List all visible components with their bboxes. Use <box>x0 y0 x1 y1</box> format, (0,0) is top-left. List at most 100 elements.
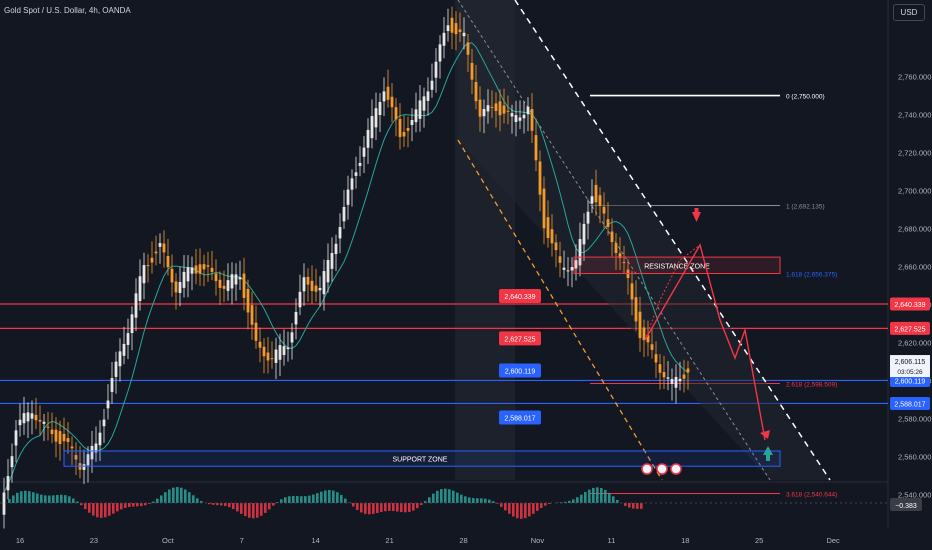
candle-body <box>194 265 198 274</box>
oscillator-bar <box>20 491 23 503</box>
event-flag-icon[interactable] <box>656 463 668 475</box>
candle-body <box>538 161 542 195</box>
oscillator-bar <box>316 493 319 503</box>
candle-body <box>610 231 614 243</box>
candle-body <box>602 206 606 214</box>
oscillator-bar <box>336 492 339 503</box>
oscillator-bar <box>88 503 91 513</box>
candle-body <box>662 372 666 378</box>
x-tick-label: 7 <box>240 536 244 545</box>
currency-button[interactable]: USD <box>893 4 925 21</box>
axis-level-label: 2,588.017 <box>894 401 925 408</box>
x-tick-label: Dec <box>826 536 840 545</box>
oscillator-bar <box>420 503 423 505</box>
oscillator-bar <box>512 503 515 517</box>
chart-title: Gold Spot / U.S. Dollar, 4h, OANDA <box>4 6 131 15</box>
oscillator-bar <box>32 492 35 503</box>
candle-body <box>222 285 226 289</box>
event-flag-icon[interactable] <box>641 463 653 475</box>
oscillator-bar <box>380 503 383 512</box>
oscillator-bar <box>236 503 239 512</box>
axis-level-badge <box>890 297 930 311</box>
oscillator-bar <box>428 497 431 503</box>
countdown-label: 03:05:26 <box>897 369 923 376</box>
oscillator-bar <box>196 498 199 503</box>
candle-body <box>154 251 158 254</box>
oscillator-bar <box>232 503 235 510</box>
oscillator-bar <box>360 503 363 513</box>
candle-body <box>10 456 14 468</box>
fib-level-label: 1.618 (2,656.375) <box>786 272 837 279</box>
x-tick-label: Nov <box>531 536 545 545</box>
y-tick-label: 2,620.000 <box>898 339 931 348</box>
candle-body <box>470 62 474 80</box>
oscillator-bar <box>436 490 439 503</box>
candle-body <box>318 287 322 291</box>
oscillator-bar <box>268 503 271 510</box>
axis-level-label: 2,640.339 <box>894 302 925 309</box>
candle-body <box>638 311 642 339</box>
candle-body <box>2 492 6 515</box>
candle-body <box>202 264 206 270</box>
oscillator-bar <box>12 495 15 503</box>
candle-body <box>450 17 454 33</box>
candle-body <box>58 431 62 445</box>
candle-body <box>66 438 70 443</box>
candle-body <box>218 279 222 288</box>
event-flag-icon[interactable] <box>670 463 682 475</box>
oscillator-bar <box>208 503 211 505</box>
y-tick-label: 2,740.000 <box>898 111 931 120</box>
candle-body <box>34 414 38 421</box>
oscillator-bar <box>272 503 275 506</box>
candle-body <box>454 23 458 35</box>
oscillator-bar <box>636 503 639 509</box>
candle-body <box>158 243 162 247</box>
oscillator-bar <box>296 496 299 503</box>
oscillator-bar <box>124 503 127 508</box>
candle-body <box>110 378 114 392</box>
candle-body <box>162 243 166 253</box>
oscillator-bar <box>116 503 119 512</box>
candle-body <box>506 110 510 112</box>
candle-body <box>578 239 582 266</box>
oscillator-bar <box>312 494 315 503</box>
oscillator-bar <box>192 495 195 503</box>
oscillator-bar <box>564 501 567 503</box>
candle-body <box>22 413 26 424</box>
candle-body <box>582 223 586 245</box>
oscillator-bar <box>580 494 583 503</box>
oscillator-bar <box>600 488 603 503</box>
candle-body <box>334 243 338 255</box>
candle-body <box>166 255 170 268</box>
candle-body <box>498 101 502 116</box>
current-price-label: 2,606.115 <box>895 359 926 366</box>
candle-body <box>138 276 142 301</box>
candle-body <box>142 265 146 284</box>
oscillator-bar <box>544 503 547 506</box>
x-tick-label: 23 <box>90 536 98 545</box>
oscillator-bar <box>540 503 543 509</box>
oscillator-bar <box>36 493 39 503</box>
oscillator-bar <box>400 503 403 513</box>
candle-body <box>346 189 350 205</box>
candle-body <box>242 273 246 298</box>
level-badge-label: 2,600.119 <box>505 368 536 375</box>
candle-body <box>418 100 422 119</box>
oscillator-bar <box>356 503 359 510</box>
oscillator-bar <box>288 496 291 503</box>
candle-body <box>658 364 662 373</box>
oscillator-bar <box>320 491 323 503</box>
level-badge <box>499 288 541 303</box>
candle-body <box>210 267 214 272</box>
oscillator-bar <box>464 496 467 503</box>
candle-body <box>574 260 578 269</box>
oscillator-bar <box>72 498 75 503</box>
oscillator-bar <box>104 503 107 518</box>
oscillator-bar <box>160 495 163 503</box>
oscillator-bar <box>492 501 495 503</box>
candle-body <box>198 264 202 274</box>
y-tick-label: 2,760.000 <box>898 73 931 82</box>
candle-body <box>114 361 118 377</box>
oscillator-bar <box>548 503 551 504</box>
